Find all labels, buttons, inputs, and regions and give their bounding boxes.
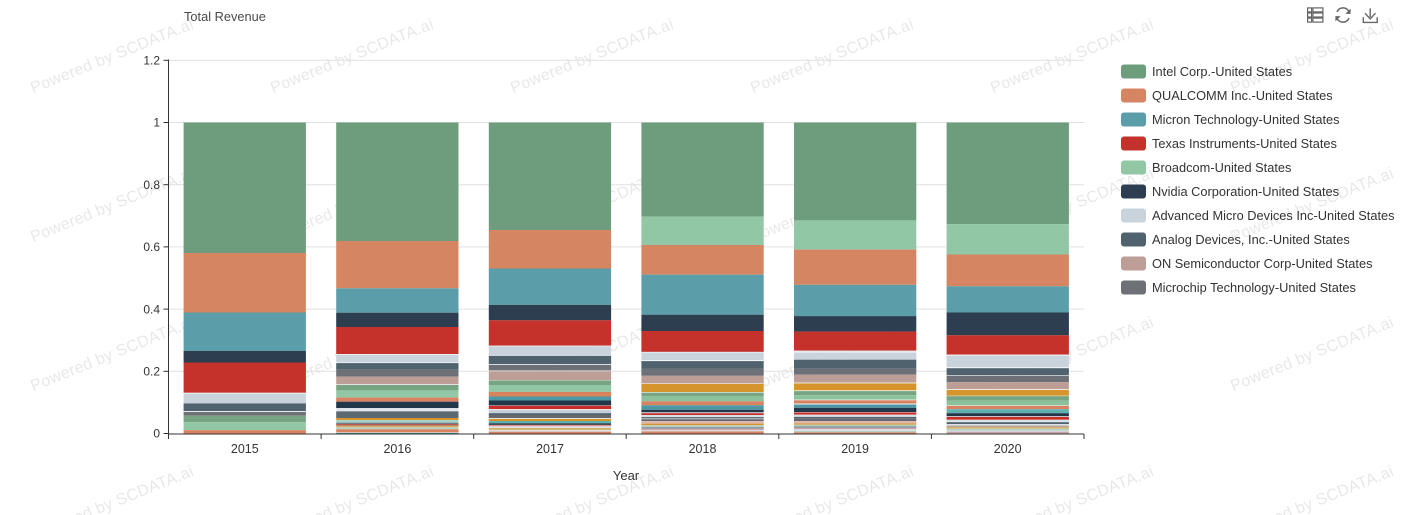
svg-text:Advanced Micro Devices Inc-Uni: Advanced Micro Devices Inc-United States	[1152, 208, 1395, 223]
svg-text:2020: 2020	[994, 442, 1022, 456]
svg-text:Texas Instruments-United State: Texas Instruments-United States	[1152, 136, 1337, 151]
svg-text:1.2: 1.2	[143, 54, 160, 68]
svg-text:2019: 2019	[841, 442, 869, 456]
svg-text:0.8: 0.8	[143, 178, 160, 192]
svg-text:0.4: 0.4	[143, 302, 160, 316]
svg-text:0.6: 0.6	[143, 240, 160, 254]
svg-text:Microchip Technology-United St: Microchip Technology-United States	[1152, 280, 1356, 295]
svg-text:2018: 2018	[689, 442, 717, 456]
svg-text:0: 0	[153, 427, 160, 441]
svg-text:ON Semiconductor Corp-United S: ON Semiconductor Corp-United States	[1152, 256, 1372, 271]
svg-text:Analog Devices, Inc.-United St: Analog Devices, Inc.-United States	[1152, 232, 1350, 247]
svg-text:Year: Year	[613, 468, 640, 483]
svg-text:Micron Technology-United State: Micron Technology-United States	[1152, 112, 1340, 127]
svg-text:Nvidia Corporation-United Stat: Nvidia Corporation-United States	[1152, 184, 1339, 199]
svg-text:Broadcom-United States: Broadcom-United States	[1152, 160, 1291, 175]
svg-text:2015: 2015	[231, 442, 259, 456]
svg-text:QUALCOMM Inc.-United States: QUALCOMM Inc.-United States	[1152, 88, 1333, 103]
svg-text:2016: 2016	[383, 442, 411, 456]
svg-text:0.2: 0.2	[143, 365, 160, 379]
svg-text:2017: 2017	[536, 442, 564, 456]
svg-text:1: 1	[153, 116, 160, 130]
svg-text:Intel Corp.-United States: Intel Corp.-United States	[1152, 64, 1292, 79]
